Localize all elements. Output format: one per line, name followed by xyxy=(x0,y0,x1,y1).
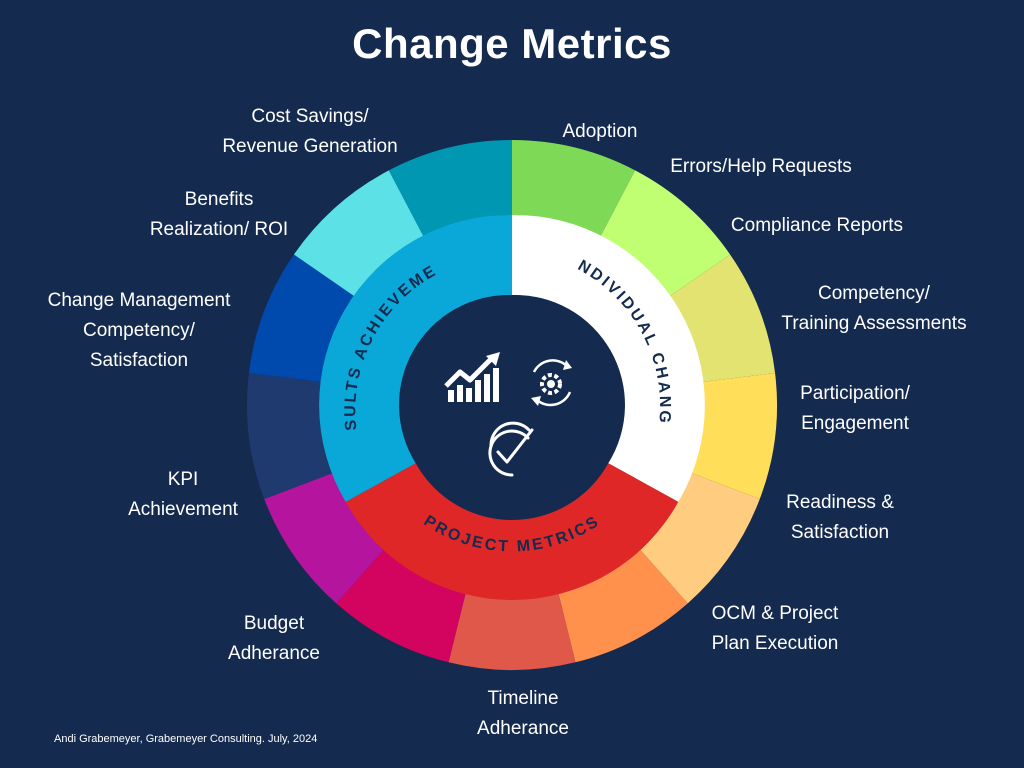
metric-label-12: Cost Savings/Revenue Generation xyxy=(222,102,397,162)
metric-label-3: Competency/Training Assessments xyxy=(781,279,966,339)
metric-segment-8 xyxy=(264,472,387,604)
metric-label-line: Change Management xyxy=(47,290,231,311)
metric-label-4: Participation/Engagement xyxy=(800,379,910,439)
metric-label-line: Engagement xyxy=(801,413,909,434)
metric-label-line: Achievement xyxy=(128,499,238,520)
metric-label-line: Adoption xyxy=(562,121,638,142)
metric-label-8: Budget Adherance xyxy=(228,609,320,669)
metric-label-line: OCM & Project xyxy=(711,603,839,624)
check-cycle-icon xyxy=(488,421,534,477)
metric-segment-0 xyxy=(512,140,636,237)
metric-label-line: Adherance xyxy=(228,643,320,664)
metric-label-line: Readiness & xyxy=(786,492,894,513)
project-metrics-segment xyxy=(345,463,679,601)
metric-segment-11 xyxy=(293,170,424,298)
metric-label-line: Benefits xyxy=(184,189,254,210)
metric-label-9: KPI Achievement xyxy=(128,465,238,525)
metric-label-0: Adoption xyxy=(562,117,637,147)
metric-label-6: OCM & Project Plan Execution xyxy=(712,599,839,659)
metric-label-line: Satisfaction xyxy=(790,522,890,543)
metric-segment-5 xyxy=(557,547,688,663)
metric-segment-7 xyxy=(336,547,467,663)
page-title: Change Metrics xyxy=(352,20,672,67)
metric-label-2: Compliance Reports xyxy=(731,211,903,241)
metric-label-line: Competency/ xyxy=(83,320,195,341)
metric-label-line: Adherance xyxy=(477,718,569,739)
gear-cycle-icon xyxy=(531,359,572,407)
credit-text: Andi Grabemeyer, Grabemeyer Consulting. … xyxy=(54,733,318,745)
metric-label-line: Realization/ ROI xyxy=(149,219,289,240)
metric-label-1: Errors/Help Requests xyxy=(670,152,852,182)
metric-segment-4 xyxy=(637,472,760,604)
metric-label-line: Timeline xyxy=(487,688,559,709)
metric-label-11: Benefits Realization/ ROI xyxy=(150,185,288,245)
metric-label-line: KPI xyxy=(167,469,199,490)
metric-label-5: Readiness & Satisfaction xyxy=(786,488,894,548)
metric-label-7: Timeline Adherance xyxy=(477,684,569,744)
metric-label-line: Budget xyxy=(243,613,305,634)
metric-label-line: Cost Savings/ xyxy=(251,106,369,127)
metric-label-line: Competency/ xyxy=(818,283,930,304)
metric-label-line: Training Assessments xyxy=(781,313,967,334)
center-disc xyxy=(402,295,622,515)
results-achievement-segment xyxy=(319,214,512,502)
metric-label-line: Errors/Help Requests xyxy=(670,156,852,177)
metric-segment-12 xyxy=(388,140,512,237)
metric-segment-9 xyxy=(246,373,335,499)
category-ring xyxy=(319,214,705,601)
metric-label-line: Compliance Reports xyxy=(730,215,904,236)
outer-metric-ring xyxy=(246,140,777,670)
metric-label-line: Revenue Generation xyxy=(222,136,398,157)
metric-segment-1 xyxy=(600,170,731,298)
metric-segment-3 xyxy=(689,373,777,499)
individual-change-segment xyxy=(512,214,705,502)
metric-label-line: Plan Execution xyxy=(711,633,839,654)
metric-label-line: Participation/ xyxy=(800,383,910,404)
metric-label-10: Change Management Competency/Satisfaction xyxy=(48,286,231,376)
growth-chart-icon xyxy=(444,352,500,402)
metric-segment-6 xyxy=(448,589,576,670)
metric-label-line: Satisfaction xyxy=(89,350,189,371)
